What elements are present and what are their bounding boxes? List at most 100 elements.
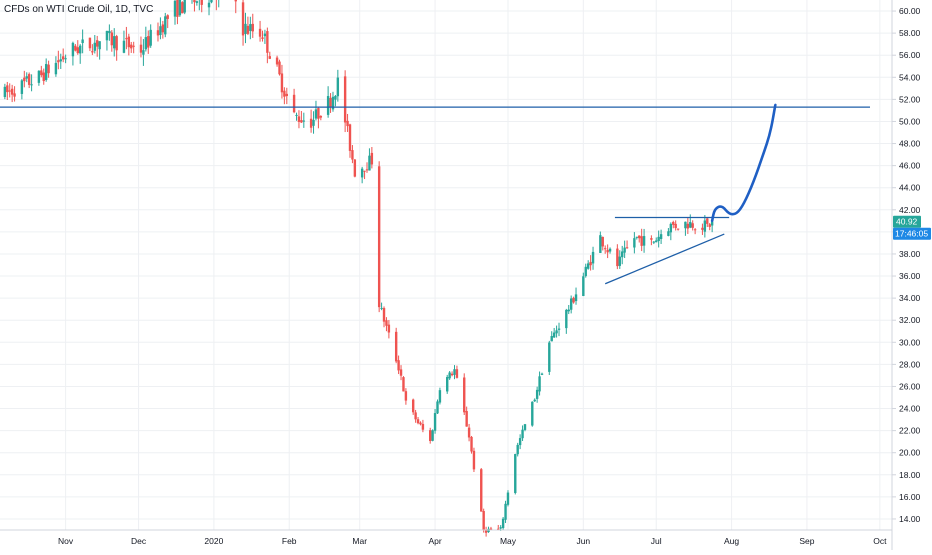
candle-body xyxy=(139,44,143,53)
price-tick-label: 26.00 xyxy=(899,381,921,391)
candle-body xyxy=(314,109,318,119)
candle-body xyxy=(130,44,133,49)
time-tick-label: Aug xyxy=(724,536,739,546)
time-tick-label: Jul xyxy=(651,536,662,546)
candle-body xyxy=(397,360,400,371)
freehand-projection-drawing xyxy=(710,103,777,223)
candle-body xyxy=(710,221,714,226)
candle-body xyxy=(385,320,388,326)
candle-body xyxy=(659,234,663,239)
candle-body xyxy=(181,2,184,14)
candle-body xyxy=(280,73,284,93)
trendline-drawing xyxy=(604,233,725,285)
candle-body xyxy=(115,36,118,51)
price-tick-label: 16.00 xyxy=(899,492,921,502)
candle-body xyxy=(672,222,675,225)
candle-body xyxy=(57,60,60,63)
price-tick-label: 38.00 xyxy=(899,249,921,259)
time-tick-label: Feb xyxy=(282,536,297,546)
candle-body xyxy=(166,15,169,19)
candle-body xyxy=(20,80,24,94)
candle-body xyxy=(346,120,349,127)
candle-body xyxy=(144,37,148,50)
candle-body xyxy=(258,28,262,37)
price-tick-label: 42.00 xyxy=(899,205,921,215)
candle-body xyxy=(368,155,371,171)
candle-body xyxy=(531,401,534,426)
candle-body xyxy=(465,411,468,427)
candle-body xyxy=(207,2,211,8)
time-tick-label: Dec xyxy=(131,536,147,546)
price-tick-label: 46.00 xyxy=(899,161,921,171)
last-price-badge xyxy=(893,215,921,228)
candle-body xyxy=(499,527,502,529)
candle-body xyxy=(691,223,694,228)
candle-body xyxy=(555,330,558,334)
candle-body xyxy=(523,424,527,430)
candle-body xyxy=(302,120,306,122)
candle-body xyxy=(504,503,507,520)
candle-body xyxy=(251,23,254,32)
candle-body xyxy=(156,30,160,36)
candle-body xyxy=(23,77,26,82)
candle-body xyxy=(173,0,177,17)
candle-body xyxy=(572,297,575,303)
candle-body xyxy=(667,231,670,236)
candle-body xyxy=(246,25,250,34)
time-tick-label: May xyxy=(500,536,517,546)
candle-body xyxy=(37,70,41,83)
candle-body xyxy=(550,335,553,342)
candle-body xyxy=(127,36,131,48)
candle-body xyxy=(125,38,128,40)
candle-body xyxy=(98,41,101,50)
candle-body xyxy=(669,223,673,233)
candle-body xyxy=(348,124,352,151)
candle-body xyxy=(399,369,403,376)
candle-body xyxy=(295,114,298,116)
candle-body xyxy=(472,450,476,470)
time-axis[interactable]: Nov Dec 2020 Feb Mar Apr May Jun Jul Aug Sep Oct xyxy=(58,536,887,546)
candle-body xyxy=(708,224,711,227)
candle-body xyxy=(91,51,94,53)
candle-body xyxy=(263,33,267,37)
candle-body xyxy=(88,37,92,49)
candle-body xyxy=(285,93,289,97)
candle-body xyxy=(686,223,690,229)
candle-body xyxy=(283,90,286,97)
candle-body xyxy=(278,61,281,75)
candle-body xyxy=(275,57,279,65)
candle-body xyxy=(164,16,167,35)
candle-body xyxy=(623,247,626,253)
candle-body xyxy=(584,266,587,277)
candle-body xyxy=(81,39,84,44)
candle-body xyxy=(113,36,116,49)
candle-body xyxy=(343,76,347,123)
candle-body xyxy=(6,85,9,93)
candle-body xyxy=(706,218,709,224)
price-tick-label: 36.00 xyxy=(899,271,921,281)
price-axis[interactable]: 14.00 16.00 18.00 20.00 22.00 24.00 26.00 28.00… xyxy=(892,6,921,524)
candle-body xyxy=(193,0,196,3)
candle-body xyxy=(149,29,152,46)
candle-body xyxy=(363,170,366,172)
candle-body xyxy=(59,59,62,62)
candle-body xyxy=(567,309,570,312)
candle-body xyxy=(514,454,517,493)
candle-body xyxy=(450,373,454,376)
candle-body xyxy=(380,307,383,309)
candle-body xyxy=(467,427,471,438)
candle-body xyxy=(635,236,638,238)
candle-body xyxy=(455,369,459,378)
candle-body xyxy=(96,40,99,47)
candle-body xyxy=(676,228,680,230)
candle-body xyxy=(404,391,408,401)
candle-body xyxy=(484,529,488,533)
candle-body xyxy=(292,94,296,113)
candle-body xyxy=(625,247,629,249)
candle-body xyxy=(436,401,439,414)
candle-body xyxy=(268,56,271,59)
candle-body xyxy=(448,372,451,379)
candle-body xyxy=(701,227,704,230)
